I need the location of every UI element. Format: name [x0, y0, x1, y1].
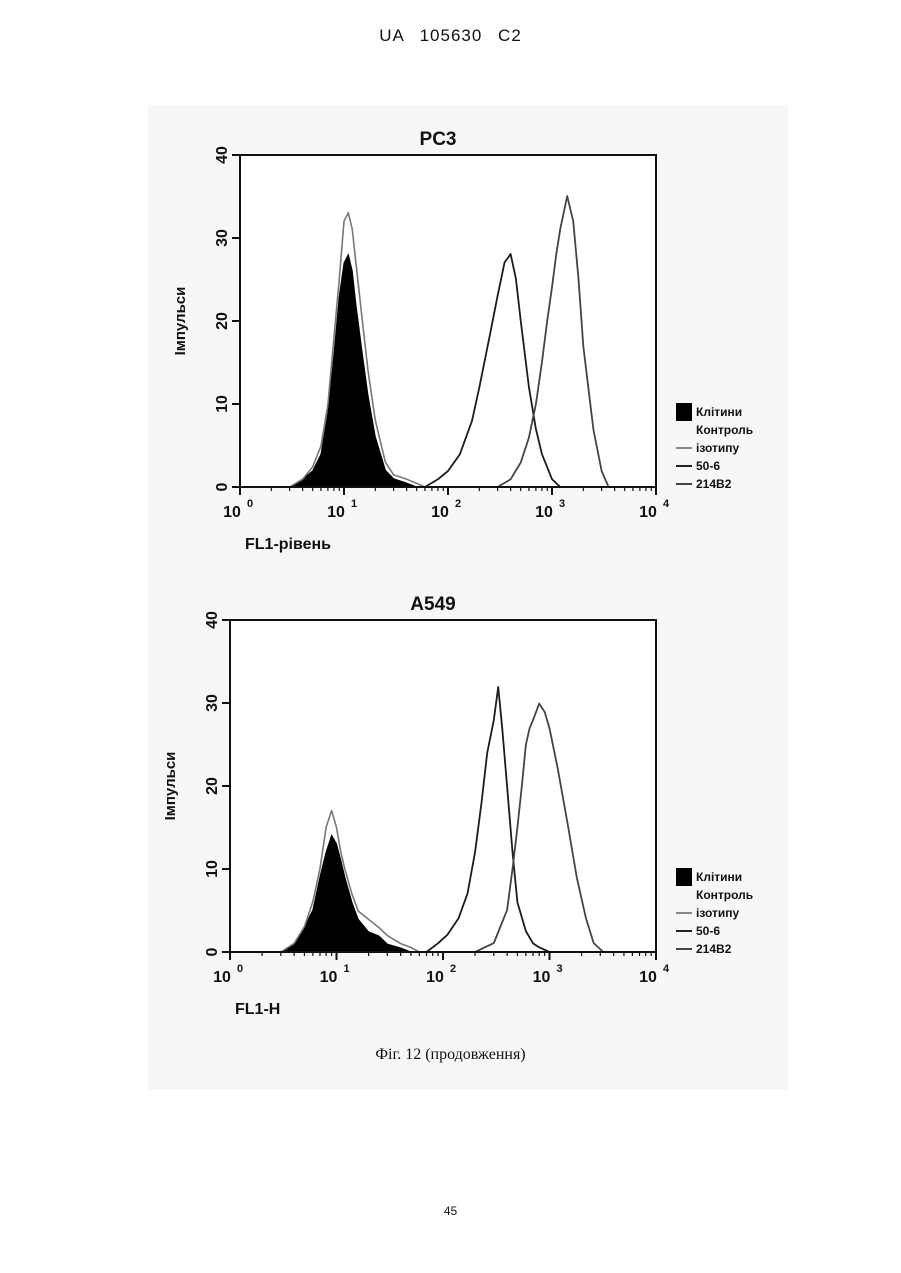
y-tick-label: 0: [214, 482, 231, 491]
figure-caption: Фіг. 12 (продовження): [0, 1046, 901, 1064]
x-tick-label: 10: [639, 969, 657, 986]
y-tick-label: 30: [214, 229, 231, 247]
legend-cells-swatch: [676, 403, 692, 421]
legend-label: ізотипу: [696, 906, 740, 920]
chart-svg: A549 0 10 20 30 40 Імпульси 10 0 10 1 10 2 10 3 10 4 FL1-…: [148, 575, 788, 1035]
y-tick-label: 40: [214, 146, 231, 164]
x-tick-exponent: 0: [247, 498, 253, 510]
legend-label: 214B2: [696, 477, 732, 491]
y-tick-label: 10: [214, 395, 231, 413]
legend-label: Клітини: [696, 870, 742, 884]
plot-frame: [240, 155, 656, 487]
chart-svg: PC3 0 10 20 30 40 Імпульси 10 0 10 1 10 2 10 3 10 4 FL1-р…: [148, 105, 788, 565]
figure-area: PC3010203040Імпульси100101102103104FL1-р…: [148, 105, 788, 1090]
y-tick-label: 0: [204, 947, 221, 956]
x-tick-label: 10: [431, 504, 449, 521]
histogram-a549: A549 0 10 20 30 40 Імпульси 10 0 10 1 10 2 10 3 10 4 FL1-…: [148, 575, 788, 1040]
plot-frame: [230, 620, 656, 952]
x-axis-label: FL1-H: [235, 1001, 280, 1018]
x-tick-exponent: 4: [663, 963, 670, 975]
legend-cells-swatch: [676, 868, 692, 886]
x-tick-exponent: 2: [455, 498, 461, 510]
legend-label: Контроль: [696, 888, 753, 902]
x-tick-label: 10: [223, 504, 241, 521]
page-number: 45: [0, 1204, 901, 1218]
x-tick-label: 10: [639, 504, 657, 521]
y-tick-label: 20: [204, 777, 221, 795]
x-tick-exponent: 4: [663, 498, 670, 510]
x-tick-label: 10: [320, 969, 338, 986]
histogram-pc3: PC3 0 10 20 30 40 Імпульси 10 0 10 1 10 2 10 3 10 4 FL1-р…: [148, 105, 788, 570]
legend-label: Контроль: [696, 423, 753, 437]
x-tick-label: 10: [533, 969, 551, 986]
y-axis-label: Імпульси: [172, 287, 189, 356]
x-tick-label: 10: [213, 969, 231, 986]
y-tick-label: 40: [204, 611, 221, 629]
y-tick-label: 20: [214, 312, 231, 330]
x-tick-exponent: 1: [351, 498, 357, 510]
y-axis-label: Імпульси: [162, 752, 179, 821]
x-tick-exponent: 2: [450, 963, 456, 975]
x-tick-label: 10: [327, 504, 345, 521]
chart-title: A549: [410, 594, 455, 615]
legend-label: 214B2: [696, 942, 732, 956]
x-tick-exponent: 0: [237, 963, 243, 975]
x-tick-exponent: 3: [559, 498, 565, 510]
y-tick-label: 10: [204, 860, 221, 878]
legend-label: ізотипу: [696, 441, 740, 455]
legend-label: 50-6: [696, 459, 720, 473]
legend-label: 50-6: [696, 924, 720, 938]
x-tick-label: 10: [535, 504, 553, 521]
chart-title: PC3: [420, 129, 457, 150]
page-header: UA 105630 C2: [0, 26, 901, 46]
legend-label: Клітини: [696, 405, 742, 419]
x-tick-exponent: 1: [344, 963, 350, 975]
x-tick-label: 10: [426, 969, 444, 986]
x-axis-label: FL1-рівень: [245, 536, 331, 553]
x-tick-exponent: 3: [557, 963, 563, 975]
y-tick-label: 30: [204, 694, 221, 712]
